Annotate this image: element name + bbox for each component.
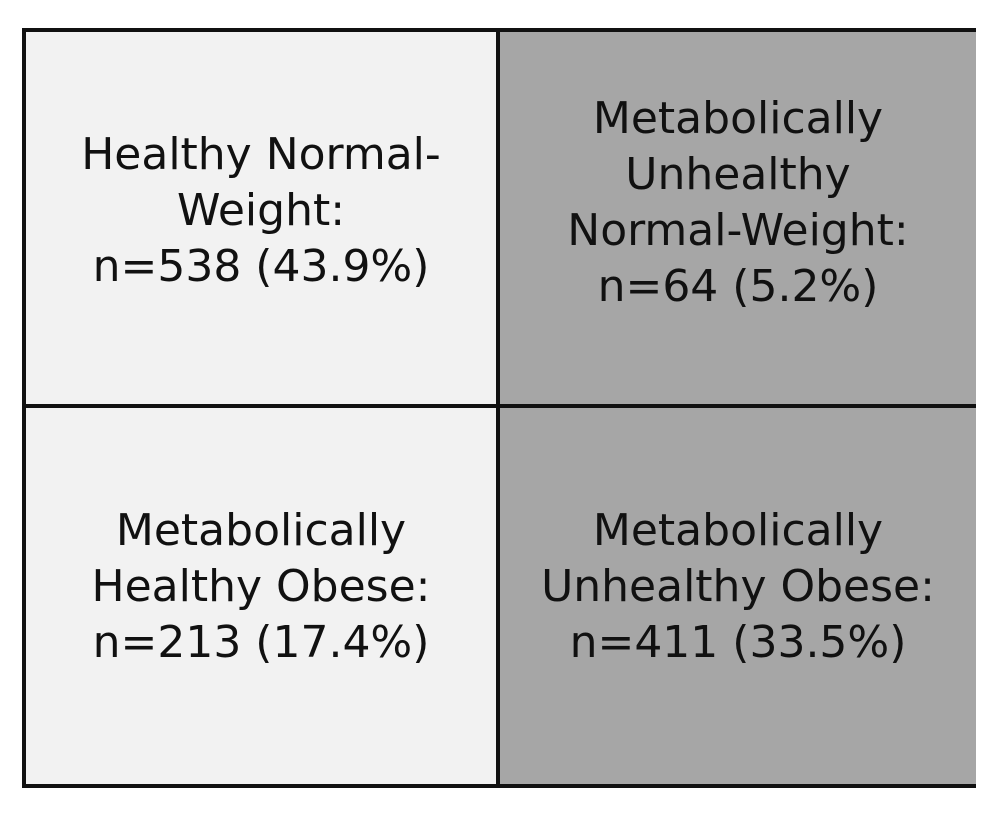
quadrant-grid: Healthy Normal- Weight: n=538 (43.9%) Me… — [22, 28, 976, 788]
quadrant-metabolically-unhealthy-obese: Metabolically Unhealthy Obese: n=411 (33… — [500, 408, 976, 784]
quadrant-label: Healthy Normal- Weight: n=538 (43.9%) — [81, 129, 441, 292]
quadrant-healthy-normal-weight: Healthy Normal- Weight: n=538 (43.9%) — [26, 32, 500, 408]
quadrant-metabolically-unhealthy-normal-weight: Metabolically Unhealthy Normal-Weight: n… — [500, 32, 976, 408]
quadrant-metabolically-healthy-obese: Metabolically Healthy Obese: n=213 (17.4… — [26, 408, 500, 784]
quadrant-label: Metabolically Unhealthy Normal-Weight: n… — [567, 93, 909, 312]
quadrant-label: Metabolically Healthy Obese: n=213 (17.4… — [91, 505, 431, 668]
quadrant-label: Metabolically Unhealthy Obese: n=411 (33… — [541, 505, 935, 668]
